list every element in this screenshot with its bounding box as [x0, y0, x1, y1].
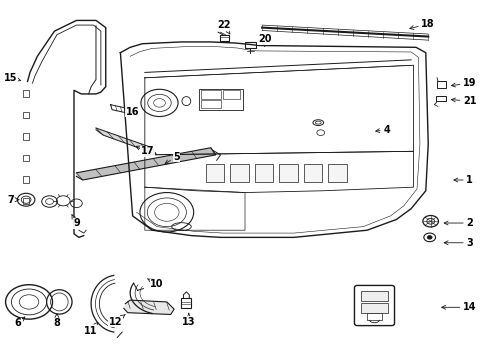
Text: 8: 8 — [53, 314, 60, 328]
Text: 2: 2 — [444, 218, 473, 228]
Bar — [437, 81, 446, 88]
Bar — [23, 112, 28, 118]
Text: 1: 1 — [454, 175, 473, 185]
Text: 12: 12 — [109, 315, 125, 327]
Bar — [180, 298, 191, 309]
Text: 3: 3 — [444, 238, 473, 248]
Bar — [245, 42, 256, 48]
Polygon shape — [96, 128, 156, 154]
Polygon shape — [76, 148, 216, 180]
Text: 9: 9 — [72, 215, 80, 228]
Text: 4: 4 — [376, 125, 390, 135]
Bar — [279, 164, 298, 182]
Text: 13: 13 — [182, 313, 196, 327]
Bar — [255, 164, 273, 182]
Text: 14: 14 — [441, 302, 476, 312]
Text: 6: 6 — [14, 317, 25, 328]
Bar — [201, 100, 220, 108]
Polygon shape — [124, 300, 174, 315]
Text: 5: 5 — [165, 152, 180, 164]
Bar — [367, 314, 382, 320]
Bar — [23, 134, 28, 140]
Bar — [230, 164, 249, 182]
Bar — [198, 89, 243, 110]
Text: 7: 7 — [7, 195, 19, 205]
Bar — [206, 164, 224, 182]
Text: 17: 17 — [136, 146, 154, 156]
Text: 18: 18 — [410, 19, 435, 30]
Bar — [23, 155, 28, 161]
Text: 22: 22 — [218, 20, 231, 34]
Text: 19: 19 — [451, 78, 476, 88]
Text: 20: 20 — [258, 35, 271, 46]
Bar — [304, 164, 322, 182]
Text: 15: 15 — [4, 73, 21, 83]
Bar — [220, 35, 229, 41]
Bar — [223, 90, 240, 99]
Bar — [361, 303, 388, 314]
Bar — [201, 90, 220, 99]
Text: 21: 21 — [451, 96, 476, 106]
Bar — [23, 176, 28, 183]
Bar — [23, 90, 28, 97]
Bar — [361, 291, 388, 301]
Text: 10: 10 — [147, 279, 164, 289]
Text: 16: 16 — [126, 107, 139, 117]
Bar — [23, 198, 28, 204]
FancyBboxPatch shape — [354, 285, 394, 325]
Bar — [436, 96, 446, 102]
Bar — [328, 164, 346, 182]
Text: 11: 11 — [84, 322, 98, 336]
Circle shape — [427, 235, 432, 239]
